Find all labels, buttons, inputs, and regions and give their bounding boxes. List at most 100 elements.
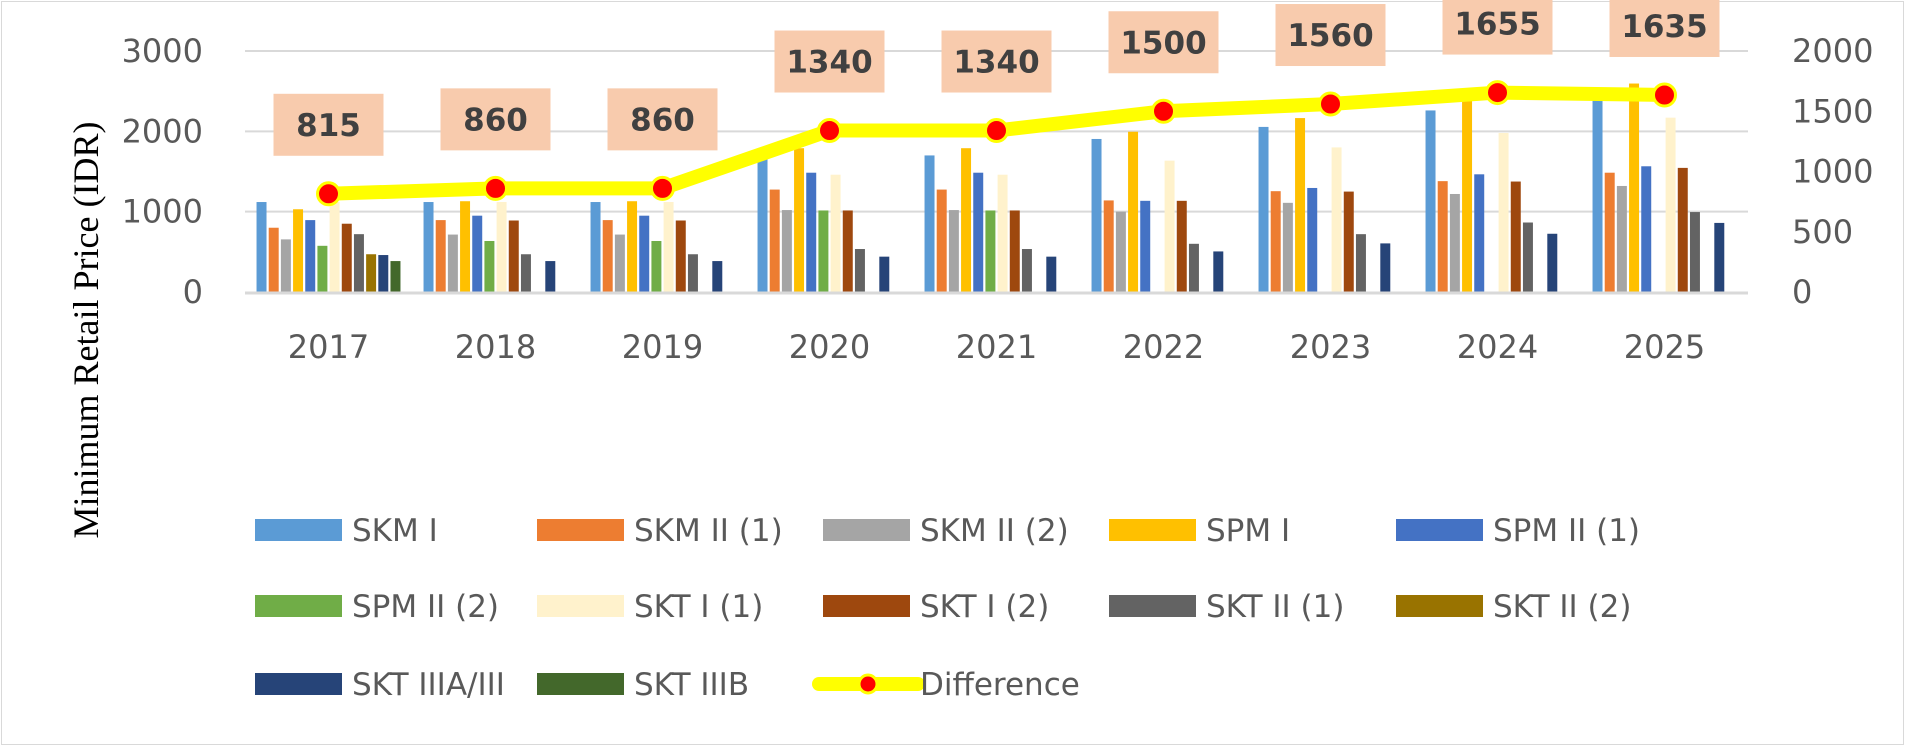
y-tick-1000: 1000 [122, 193, 203, 231]
bar-skt-i-2-2019 [675, 220, 686, 292]
difference-label-box-2022 [1108, 11, 1219, 74]
bar-skt-iiia-iii-2018 [545, 261, 556, 292]
legend-label-spm-ii-1: SPM II (1) [1493, 513, 1640, 549]
x-tick-2025: 2025 [1624, 328, 1705, 366]
x-tick-2018: 2018 [455, 328, 536, 366]
x-tick-2024: 2024 [1457, 328, 1538, 366]
bar-skt-ii-1-2021 [1021, 249, 1032, 292]
bar-skm-ii-2-2025 [1616, 185, 1627, 292]
bar-spm-i-2018 [460, 201, 471, 292]
bar-skt-i-2-2020 [842, 210, 853, 292]
bar-spm-ii-2-2019 [651, 240, 662, 292]
legend-swatch-skt-ii-2 [1396, 595, 1483, 617]
bar-skm-i-2024 [1425, 110, 1436, 293]
legend-item-spm-ii-1: SPM II (1) [1396, 513, 1640, 549]
difference-label-2017: 815 [296, 108, 361, 144]
bar-skt-iiia-iii-2025 [1714, 222, 1725, 292]
bar-skt-ii-1-2019 [687, 254, 698, 292]
bar-skm-i-2022 [1091, 138, 1102, 292]
bar-skt-iiia-iii-2023 [1380, 243, 1391, 292]
bar-skm-i-2025 [1592, 91, 1603, 293]
difference-label-2018: 860 [463, 102, 528, 138]
bar-skt-ii-1-2020 [854, 249, 865, 292]
bar-skt-i-1-2021 [997, 174, 1008, 292]
bar-spm-ii-1-2023 [1307, 187, 1318, 292]
bar-skm-ii-1-2017 [268, 227, 279, 292]
bar-skm-i-2020 [757, 155, 768, 292]
bar-skt-iiia-iii-2019 [712, 261, 723, 292]
bar-skm-ii-2-2024 [1449, 193, 1460, 292]
legend-item-skt-i-1: SKT I (1) [537, 589, 763, 625]
bar-spm-ii-1-2020 [806, 172, 817, 292]
legend-swatch-spm-i [1109, 519, 1196, 541]
bar-skm-ii-2-2019 [614, 234, 625, 292]
legend-label-skt-iiia-iii: SKT IIIA/III [352, 667, 505, 703]
legend-label-spm-ii-2: SPM II (2) [352, 589, 499, 625]
bar-spm-ii-1-2025 [1641, 166, 1652, 292]
bar-skm-i-2018 [423, 202, 434, 292]
bar-skt-i-1-2025 [1665, 117, 1676, 292]
legend-item-skt-ii-2: SKT II (2) [1396, 589, 1631, 625]
bar-skm-ii-1-2023 [1270, 191, 1281, 292]
bar-skm-ii-1-2024 [1437, 181, 1448, 292]
bar-skm-ii-2-2023 [1282, 202, 1293, 292]
difference-marker-2019 [650, 175, 675, 201]
difference-marker-2017 [316, 181, 341, 207]
bar-skm-ii-1-2018 [435, 220, 446, 292]
legend-label-skt-ii-2: SKT II (2) [1493, 589, 1631, 625]
difference-marker-2018 [483, 175, 508, 201]
legend-item-difference: Difference [812, 667, 1080, 703]
bar-skm-ii-2-2020 [781, 210, 792, 292]
y-tick-3000: 3000 [122, 32, 203, 70]
bar-skm-ii-2-2018 [447, 234, 458, 292]
legend-label-skm-ii-1: SKM II (1) [634, 513, 783, 549]
y2-tick-2000: 2000 [1792, 32, 1873, 70]
difference-label-2022: 1500 [1120, 25, 1206, 61]
bar-skt-i-2-2025 [1677, 167, 1688, 292]
bar-spm-ii-2-2021 [985, 210, 996, 292]
difference-label-box-2025 [1609, 0, 1720, 57]
y-axis-label: Minimum Retail Price (IDR) [66, 122, 106, 539]
bar-spm-i-2024 [1462, 100, 1473, 292]
y2-tick-500: 500 [1792, 213, 1853, 251]
x-tick-2019: 2019 [622, 328, 703, 366]
bar-skt-i-1-2019 [663, 202, 674, 292]
difference-marker-2024 [1485, 80, 1510, 106]
bar-skt-iiia-iii-2020 [879, 256, 890, 292]
difference-label-box-2019 [607, 88, 718, 151]
legend-item-skt-iiib: SKT IIIB [537, 667, 749, 703]
bar-skt-iiia-iii-2017 [378, 255, 389, 292]
legend-label-skt-ii-1: SKT II (1) [1206, 589, 1344, 625]
bar-spm-ii-2-2017 [317, 245, 328, 292]
legend-item-skm-i: SKM I [255, 513, 438, 549]
bar-skt-iiia-iii-2024 [1547, 233, 1558, 292]
legend-item-skt-ii-1: SKT II (1) [1109, 589, 1344, 625]
bar-skt-i-2-2017 [341, 223, 352, 292]
legend-label-skt-iiib: SKT IIIB [634, 667, 749, 703]
legend-swatch-skt-iiia-iii [255, 673, 342, 695]
bar-skt-ii-1-2018 [520, 254, 531, 292]
bar-skt-i-2-2018 [508, 220, 519, 292]
bar-skm-ii-1-2020 [769, 189, 780, 292]
x-tick-2020: 2020 [789, 328, 870, 366]
difference-label-2024: 1655 [1454, 7, 1540, 43]
legend-label-difference: Difference [920, 667, 1080, 703]
difference-label-2025: 1635 [1621, 9, 1707, 45]
bar-spm-ii-1-2017 [305, 220, 316, 292]
difference-marker-2022 [1151, 98, 1176, 124]
bar-skt-i-1-2018 [496, 202, 507, 292]
bar-spm-ii-1-2024 [1474, 174, 1485, 292]
axes: 0 1000 2000 3000 0 500 1000 1500 2000 2017 2018 201… [122, 32, 1874, 366]
bar-spm-ii-1-2021 [973, 172, 984, 292]
legend-swatch-marker-difference [857, 673, 879, 695]
y2-tick-1000: 1000 [1792, 153, 1873, 191]
bar-spm-i-2022 [1128, 131, 1139, 292]
legend-swatch-spm-ii-2 [255, 595, 342, 617]
bar-skm-ii-2-2017 [280, 239, 291, 292]
x-tick-2023: 2023 [1290, 328, 1371, 366]
bar-skt-i-1-2020 [830, 174, 841, 292]
bar-skt-i-2-2024 [1510, 181, 1521, 292]
legend-item-skm-ii-1: SKM II (1) [537, 513, 783, 549]
y-tick-0: 0 [183, 273, 203, 311]
bar-skt-i-1-2022 [1164, 160, 1175, 292]
